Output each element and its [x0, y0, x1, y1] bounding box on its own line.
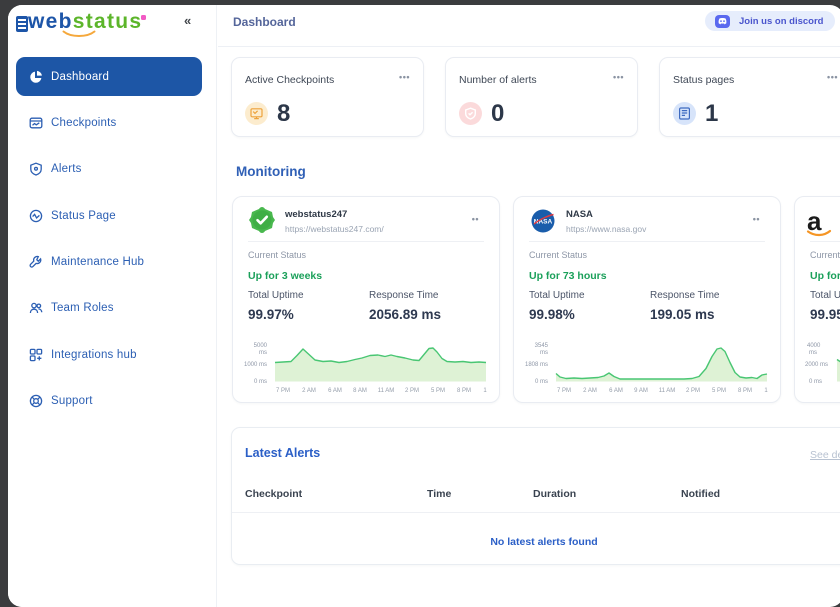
svg-text:1: 1: [764, 388, 768, 394]
svg-text:1000 ms: 1000 ms: [244, 362, 267, 368]
svg-text:6 AM: 6 AM: [328, 388, 342, 394]
svg-text:2 AM: 2 AM: [302, 388, 316, 394]
svg-text:ms: ms: [540, 350, 548, 356]
svg-text:11 AM: 11 AM: [659, 388, 676, 394]
svg-text:7 PM: 7 PM: [557, 388, 571, 394]
svg-text:4000: 4000: [807, 343, 821, 349]
svg-text:9 AM: 9 AM: [634, 388, 648, 394]
svg-text:1: 1: [483, 388, 487, 394]
svg-text:0 ms: 0 ms: [809, 379, 822, 385]
svg-text:5 PM: 5 PM: [712, 388, 726, 394]
svg-text:6 AM: 6 AM: [609, 388, 623, 394]
svg-text:a: a: [807, 207, 822, 236]
svg-text:NASA: NASA: [534, 218, 553, 225]
svg-text:5 PM: 5 PM: [431, 388, 445, 394]
svg-text:ms: ms: [259, 350, 267, 356]
svg-text:8 PM: 8 PM: [457, 388, 471, 394]
svg-text:2 AM: 2 AM: [583, 388, 597, 394]
svg-text:ms: ms: [809, 350, 817, 356]
svg-text:8 PM: 8 PM: [738, 388, 752, 394]
svg-text:2000 ms: 2000 ms: [805, 362, 828, 368]
svg-text:11 AM: 11 AM: [378, 388, 395, 394]
svg-text:3545: 3545: [535, 343, 549, 349]
svg-text:7 PM: 7 PM: [276, 388, 290, 394]
svg-text:0 ms: 0 ms: [535, 379, 548, 385]
svg-text:5000: 5000: [254, 343, 268, 349]
svg-text:1808 ms: 1808 ms: [525, 362, 548, 368]
svg-text:0 ms: 0 ms: [254, 379, 267, 385]
svg-text:8 AM: 8 AM: [353, 388, 367, 394]
svg-text:2 PM: 2 PM: [405, 388, 419, 394]
svg-text:2 PM: 2 PM: [686, 388, 700, 394]
